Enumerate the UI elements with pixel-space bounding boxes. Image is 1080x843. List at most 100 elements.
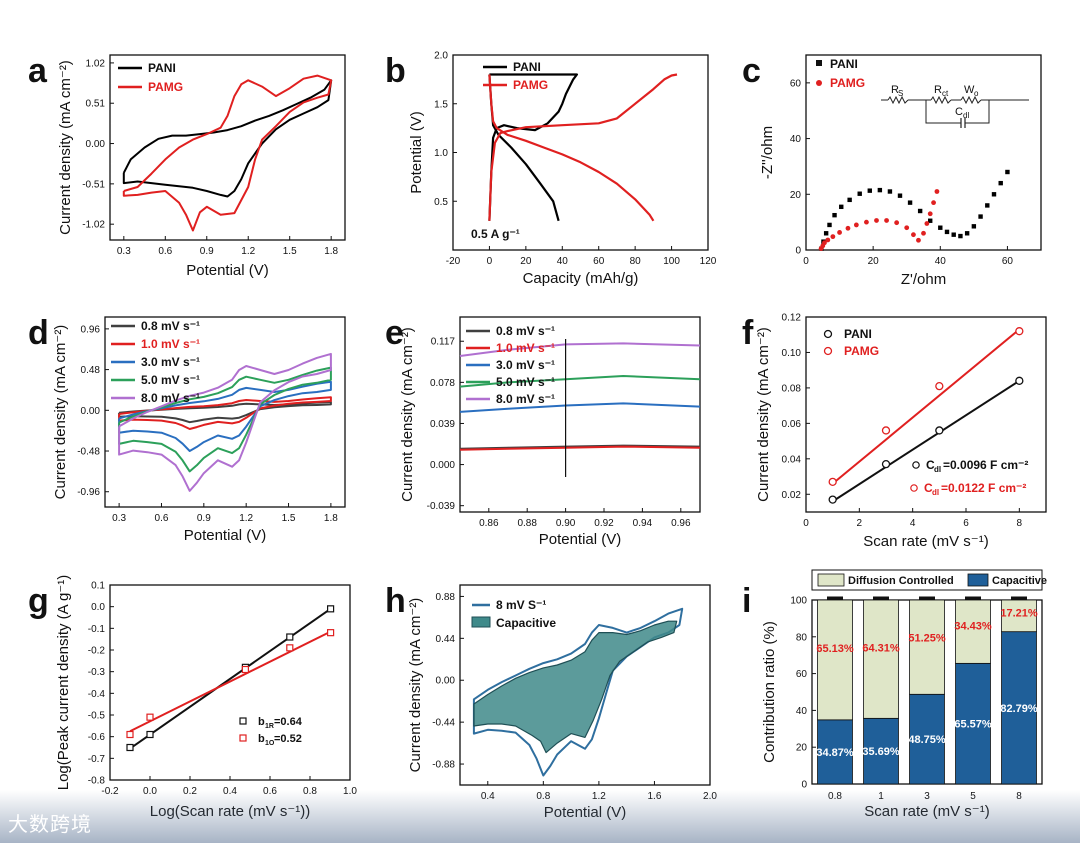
panel-label: i [742,582,751,620]
y-axis-label: -Z''/ohm [759,126,776,179]
legend-label: 5.0 mV s⁻¹ [496,375,555,389]
data-point [847,197,852,203]
legend-marker [239,734,247,742]
y-tick-label: -0.48 [77,447,100,458]
data-point [991,192,997,197]
x-tick-label: 0.3 [112,513,126,524]
legend-b-value: =0.64 [274,716,303,728]
x-tick-label: 40 [557,256,569,267]
y-tick-label: 0.06 [782,419,802,430]
panel-b: b -20 0 20 40 60 80 100 120 0.5 1.0 1.5 2.0 Capacity … [385,51,717,288]
x-tick-label: 0 [487,256,493,267]
data-point [911,232,916,238]
data-point [874,218,879,223]
legend-b: b [258,716,265,728]
y-axis-label: Potential (V) [408,111,425,194]
data-point [928,218,933,223]
y-axis-label: Current density (mA cm⁻²) [407,598,424,773]
data-point [327,629,335,637]
data-point [938,225,943,230]
data-point [126,730,134,739]
legend-label: Diffusion Controlled [848,575,954,587]
y-tick-label: -0.2 [88,646,106,657]
y-tick-label: 0.88 [436,592,456,603]
y-tick-label: 20 [790,190,802,201]
data-point [964,231,970,236]
bar-capacitive [955,662,991,785]
x-tick-label: 120 [700,256,717,267]
panel-label: h [385,582,406,620]
x-tick-label: 0.88 [517,518,537,529]
legend-label: 0.8 mV s⁻¹ [141,319,200,333]
cdl-value: =0.0122 F cm⁻² [941,481,1026,495]
x-axis-label: Potential (V) [184,527,267,544]
x-tick-label: 4 [910,518,916,529]
data-point [904,225,910,231]
legend-marker [239,717,247,725]
panel-i: i020406080100Scan rate (mV s⁻¹)Contribut… [742,569,1047,820]
data-point [822,240,827,246]
legend-b-sub: 1R [265,723,274,730]
plot-frame [805,316,1047,513]
data-point [958,233,963,239]
series-line [488,73,678,221]
x-tick-label: 0.9 [197,513,211,524]
y-axis-label: Current density (mA cm⁻²) [755,327,772,502]
x-tick-label: 0.90 [556,518,576,529]
data-point [916,237,921,243]
data-point [867,188,872,193]
legend-label: 3.0 mV s⁻¹ [496,358,555,372]
bar-diffusion [1001,599,1037,633]
warburg-element [960,95,982,105]
fit-line [129,630,332,733]
x-tick-label: 0 [803,256,809,267]
plot-frame [459,584,711,786]
data-point [924,221,930,226]
x-tick-label: 0 [803,518,809,529]
y-tick-label: 0.02 [782,490,802,501]
y-tick-label: -0.5 [88,711,106,722]
x-tick-label: 0.94 [633,518,653,529]
y-tick-label: -0.4 [88,689,106,700]
data-point [931,200,936,206]
data-point [934,189,940,194]
plot-frame [109,54,346,241]
x-axis-label: Potential (V) [186,262,269,279]
x-tick-label: 0.6 [158,246,172,257]
data-point [917,208,923,214]
x-tick-label: 0.92 [594,518,614,529]
annotation-marker [910,484,918,492]
data-point [978,214,983,219]
legend-label: 1.0 mV s⁻¹ [496,341,555,355]
data-point [286,633,294,641]
x-axis-label: Capacity (mAh/g) [523,270,639,287]
legend-marker [823,329,833,339]
data-point [935,426,944,435]
data-point [126,743,134,752]
y-axis-label: Current density (mA cm⁻²) [52,325,69,500]
y-tick-label: 0.48 [81,365,101,376]
x-tick-label: 20 [520,256,532,267]
fit-line [832,328,1020,485]
current-annotation: 0.5 A g⁻¹ [471,227,520,241]
y-tick-label: 0 [795,246,801,257]
plot-frame [104,316,346,508]
fit-line [832,379,1020,503]
legend-b: b [258,733,265,745]
y-tick-label: -0.7 [88,754,106,765]
x-tick-label: 60 [1002,256,1014,267]
x-tick-label: 0.96 [671,518,691,529]
x-tick-label: 100 [663,256,680,267]
data-point [827,222,832,228]
legend-label: 3.0 mV s⁻¹ [141,355,200,369]
data-point [241,665,249,674]
circuit-wire [925,100,961,124]
data-point [887,189,893,194]
data-point [146,730,154,739]
x-tick-label: 2 [857,518,863,529]
y-tick-label: 80 [796,632,808,643]
bar-value-label: 65.13% [816,643,854,655]
data-point [825,237,831,243]
data-point [853,222,859,228]
x-tick-label: 1.8 [324,513,338,524]
